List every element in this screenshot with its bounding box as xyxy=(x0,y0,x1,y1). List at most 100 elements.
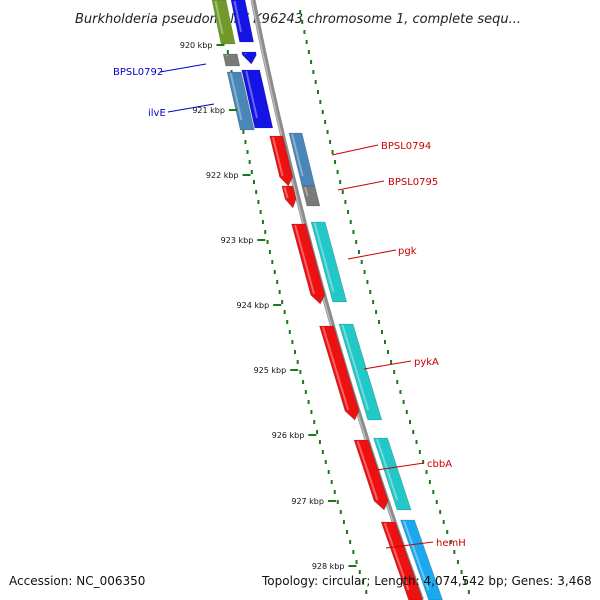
outer-guide-dot xyxy=(366,280,369,284)
outer-guide-dot xyxy=(349,220,352,224)
outer-guide-dot xyxy=(314,80,317,84)
outer-guide-dot xyxy=(453,550,456,554)
outer-guide-dot xyxy=(456,560,459,564)
outer-guide-dot xyxy=(393,370,396,374)
outer-guide-dot xyxy=(428,480,431,484)
outer-guide-dot xyxy=(387,350,390,354)
outer-guide-dot xyxy=(363,270,366,274)
outer-guide-dot xyxy=(307,50,310,54)
gene-block-olive xyxy=(211,0,236,45)
inner-guide-dot xyxy=(365,590,368,594)
gene-block-blue-large xyxy=(241,69,274,129)
outer-guide-dot xyxy=(321,110,324,114)
inner-guide-dot xyxy=(342,520,345,524)
inner-guide-dot xyxy=(250,170,253,174)
inner-guide-dot xyxy=(333,490,336,494)
scale-tick-label: 920 kbp xyxy=(180,41,213,50)
inner-guide-dot xyxy=(248,160,251,164)
inner-guide-dot xyxy=(259,210,262,214)
label-leader-line xyxy=(337,180,385,191)
outer-guide-dot xyxy=(390,360,393,364)
label-leader-line xyxy=(167,103,215,113)
gene-features xyxy=(211,0,443,600)
inner-guide-dot xyxy=(321,450,324,454)
label-leader-line xyxy=(347,249,397,260)
scale-tick-label: 922 kbp xyxy=(206,171,239,180)
gene-block-pgk-sheen xyxy=(313,222,335,293)
inner-guide-dot xyxy=(271,260,274,264)
outer-guide-dot xyxy=(381,330,384,334)
inner-guide-dot xyxy=(288,330,291,334)
outer-guide-dot xyxy=(319,100,322,104)
outer-guide-dot xyxy=(405,410,408,414)
outer-guide-dot xyxy=(305,40,308,44)
outer-guide-dot xyxy=(402,400,405,404)
inner-guide-dot xyxy=(355,560,358,564)
outer-guide-dot xyxy=(334,160,337,164)
scale-tick-label: 921 kbp xyxy=(192,106,225,115)
label-leader-line xyxy=(331,144,379,156)
inner-guide-dot xyxy=(286,320,289,324)
scale-tick-label: 925 kbp xyxy=(254,366,287,375)
gene-label-bpsl0792[interactable]: BPSL0792 xyxy=(113,67,163,78)
inner-guide-dot xyxy=(283,310,286,314)
gene-label-pgk[interactable]: pgk xyxy=(398,246,417,257)
inner-guide-dot xyxy=(266,240,269,244)
gene-labels: BPSL0792 ilvE BPSL0794 BPSL0795 pgk pykA cbbA h… xyxy=(113,63,466,549)
inner-guide-dot xyxy=(255,190,258,194)
inner-guide-dot xyxy=(339,510,342,514)
inner-guide-dot xyxy=(246,150,249,154)
outer-guide-dot xyxy=(357,250,360,254)
inner-guide-dot xyxy=(276,280,279,284)
outer-guide-dot xyxy=(422,460,425,464)
gene-block-hemh xyxy=(400,519,443,600)
gene-arrow-red-2-sheen xyxy=(283,186,289,199)
scale-tick-label: 926 kbp xyxy=(272,431,305,440)
inner-guide-dot xyxy=(327,470,330,474)
gene-block-blue-arrow xyxy=(241,51,257,65)
inner-guide-dot xyxy=(242,130,245,134)
outer-guide-dot xyxy=(372,300,375,304)
gene-label-ilve[interactable]: ilvE xyxy=(148,108,166,119)
gene-arrow-red-pyka-sheen xyxy=(322,326,350,411)
outer-guide-dot xyxy=(425,470,428,474)
gene-arrow-red-cbba xyxy=(353,439,389,511)
outer-guide-dot xyxy=(396,380,399,384)
gene-block-pgk xyxy=(310,221,348,303)
inner-guide-dot xyxy=(330,480,333,484)
gene-block-bpsl0794-sheen xyxy=(291,133,304,177)
gene-block-blue-top-sheen xyxy=(233,0,242,33)
inner-guide-dot xyxy=(294,350,297,354)
outer-guide-dot xyxy=(316,90,319,94)
outer-guide-dot xyxy=(399,390,402,394)
inner-guide-dot xyxy=(346,530,349,534)
gene-label-bpsl0795[interactable]: BPSL0795 xyxy=(388,177,438,188)
gene-label-hemh[interactable]: hemH xyxy=(436,538,466,549)
gene-arrow-red-1 xyxy=(269,135,293,187)
inner-guide-dot xyxy=(310,410,313,414)
inner-guide-dot xyxy=(313,420,316,424)
scale-tick-label: 928 kbp xyxy=(312,562,345,571)
inner-guide-dot xyxy=(226,50,229,54)
outer-guide-dot xyxy=(442,520,445,524)
gene-block-olive-sheen xyxy=(214,0,224,35)
outer-guide-dot xyxy=(303,30,306,34)
gene-arrow-red-cbba-sheen xyxy=(356,440,379,501)
gene-block-cbba-sheen xyxy=(376,438,399,501)
outer-guide-dot xyxy=(446,530,449,534)
outer-guide-dot xyxy=(369,290,372,294)
gene-label-cbba[interactable]: cbbA xyxy=(427,459,452,470)
label-leader-line xyxy=(376,462,425,471)
inner-guide-dot xyxy=(336,500,339,504)
inner-guide-dot xyxy=(299,370,302,374)
outer-guide-dot xyxy=(449,540,452,544)
inner-guide-dot xyxy=(281,300,284,304)
outer-guide-dot xyxy=(435,500,438,504)
gene-label-bpsl0794[interactable]: BPSL0794 xyxy=(381,141,431,152)
outer-guide-dot xyxy=(324,120,327,124)
outer-guide-dot xyxy=(432,490,435,494)
topology-text: Topology: circular; Length: 4,074,542 bp… xyxy=(262,574,592,588)
scale-tick-label: 923 kbp xyxy=(221,236,254,245)
gene-label-pyka[interactable]: pykA xyxy=(414,357,439,368)
outer-guide-dot xyxy=(384,340,387,344)
